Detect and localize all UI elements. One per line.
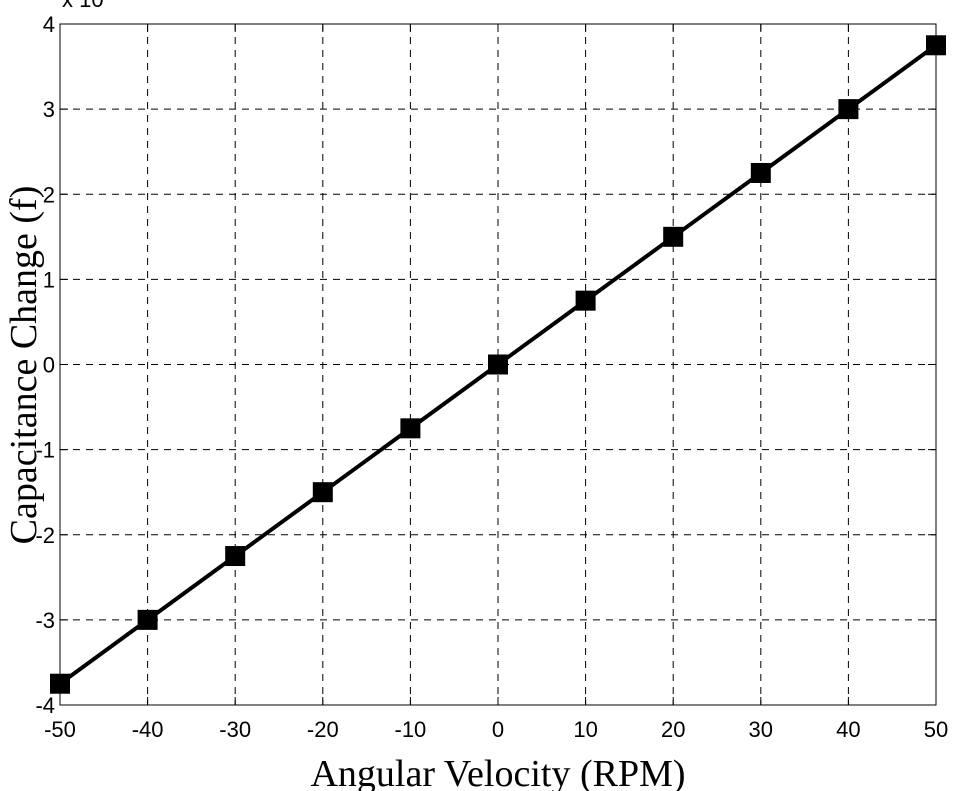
x-tick-label: -40 [132, 717, 164, 742]
y-tick-label: -1 [35, 438, 55, 463]
data-point-marker [926, 35, 946, 56]
x-tick-label: 40 [836, 717, 860, 742]
data-point-marker [400, 418, 421, 439]
data-point-marker [225, 546, 246, 567]
data-point-marker [838, 99, 859, 120]
y-tick-label: 0 [43, 353, 55, 378]
data-point-marker [312, 482, 333, 503]
x-tick-label: -30 [219, 717, 251, 742]
y-tick-label: 3 [43, 97, 55, 122]
y-tick-label: -3 [35, 608, 55, 633]
x-tick-label: -10 [395, 717, 427, 742]
y-tick-label: -2 [35, 523, 55, 548]
x-tick-labels: -50 -40 -30 -20 -10 0 10 20 30 40 50 [44, 717, 948, 742]
y-axis-label: Capacitance Change (f) [3, 186, 45, 545]
series-group [50, 35, 946, 694]
y-tick-label: -4 [35, 693, 55, 718]
y-tick-label: 4 [43, 12, 55, 37]
plot-frame [59, 23, 937, 706]
data-point-marker [137, 609, 158, 630]
data-point-marker [50, 673, 70, 694]
y-multiplier-label: x 10 [62, 0, 104, 12]
x-tick-label: 50 [924, 717, 948, 742]
x-tick-label: 0 [492, 717, 504, 742]
data-point-marker [488, 354, 508, 375]
data-point-marker [575, 290, 596, 311]
data-point-marker [663, 226, 684, 247]
y-tick-label: 2 [43, 182, 55, 207]
y-tick-labels: -4 -3 -2 -1 0 1 2 3 4 [35, 12, 55, 718]
x-tick-label: 30 [749, 717, 773, 742]
data-point-marker [750, 162, 771, 183]
x-tick-label: -20 [307, 717, 339, 742]
y-tick-label: 1 [43, 267, 55, 292]
x-tick-label: -50 [44, 717, 76, 742]
x-axis-label: Angular Velocity (RPM) [310, 753, 685, 791]
x-tick-label: 10 [573, 717, 597, 742]
x-tick-label: 20 [661, 717, 685, 742]
